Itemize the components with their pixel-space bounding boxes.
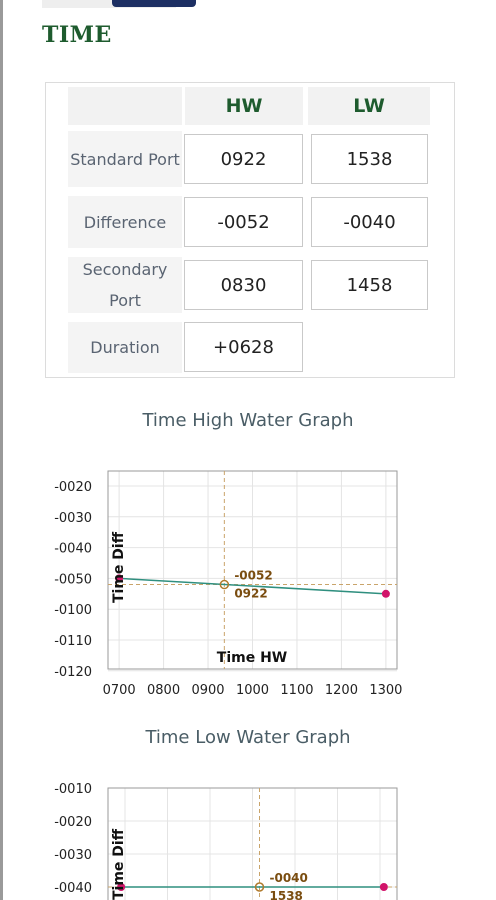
duration-hw-field[interactable]: +0628 (184, 322, 303, 372)
top-tab-button[interactable] (112, 0, 196, 7)
lw-endpoint (117, 883, 126, 891)
difference-hw-field[interactable]: -0052 (184, 197, 303, 247)
lw-marker-y-label: -0040 (270, 871, 308, 885)
lw-y-tick-label: -0030 (54, 848, 92, 863)
hw-x-tick-label: 1100 (280, 683, 313, 698)
lw-marker-point (254, 882, 265, 892)
hw-column-header: HW (185, 87, 303, 125)
top-tab-strip (42, 0, 196, 8)
hw-graph: -0020 -0030 -0040 -0050 -0100 -0110 -0120 0700… (54, 470, 402, 698)
hw-x-axis-label: Time HW (217, 650, 287, 666)
hw-x-tick-label: 0700 (103, 683, 136, 698)
hw-y-tick-label: -0110 (54, 634, 92, 649)
lw-y-axis-label: Time Diff (111, 828, 127, 900)
hw-y-tick-label: -0050 (54, 572, 92, 587)
hw-x-tick-label: 1000 (236, 683, 269, 698)
standard-port-hw-field[interactable]: 0922 (184, 134, 303, 184)
hw-graph-title: Time High Water Graph (142, 410, 354, 431)
hw-marker-x-label: 0922 (234, 587, 267, 601)
hw-y-axis-label: Time Diff (111, 531, 127, 603)
hw-y-tick-label: -0040 (54, 542, 92, 557)
hw-x-tick-label: 1300 (369, 683, 402, 698)
row-label-duration: Duration (68, 322, 182, 373)
time-table: HW LW Standard Port 0922 1538 Difference… (45, 82, 455, 378)
lw-y-tick-label: -0020 (54, 815, 92, 830)
lw-plot-frame (107, 787, 398, 900)
hw-y-tick-label: -0030 (54, 511, 92, 526)
hw-endpoint (115, 574, 124, 583)
lw-column-header: LW (308, 87, 430, 125)
section-title: TIME (42, 22, 112, 48)
row-label-standard-port: Standard Port (68, 131, 182, 187)
hw-y-tick-label: -0020 (54, 480, 92, 495)
lw-graph-title: Time Low Water Graph (145, 727, 351, 748)
lw-y-tick-label: -0010 (54, 782, 92, 797)
difference-lw-field[interactable]: -0040 (311, 197, 428, 247)
hw-x-tick-label: 0900 (191, 683, 224, 698)
secondary-port-lw-field[interactable]: 1458 (311, 260, 428, 310)
standard-port-lw-field[interactable]: 1538 (311, 134, 428, 184)
hw-y-tick-label: -0120 (54, 665, 92, 680)
lw-graph: -0010 -0020 -0030 -0040 -0040 1538 Time Diff (54, 782, 398, 900)
hw-x-tick-label: 0800 (147, 683, 180, 698)
hw-x-tick-label: 1200 (325, 683, 358, 698)
row-label-secondary-port: Secondary Port (68, 257, 182, 313)
table-corner-header (68, 87, 182, 125)
hw-y-tick-label: -0100 (54, 603, 92, 618)
hw-plot-frame (107, 470, 398, 670)
hw-endpoint (381, 589, 390, 598)
secondary-port-hw-field[interactable]: 0830 (184, 260, 303, 310)
lw-y-tick-label: -0040 (54, 881, 92, 896)
row-label-difference: Difference (68, 196, 182, 248)
left-border (0, 0, 3, 900)
hw-marker-y-label: -0052 (234, 569, 272, 583)
hw-marker-point (219, 579, 230, 590)
lw-endpoint (379, 883, 388, 891)
hw-series-line (119, 577, 386, 595)
lw-marker-x-label: 1538 (270, 889, 303, 900)
